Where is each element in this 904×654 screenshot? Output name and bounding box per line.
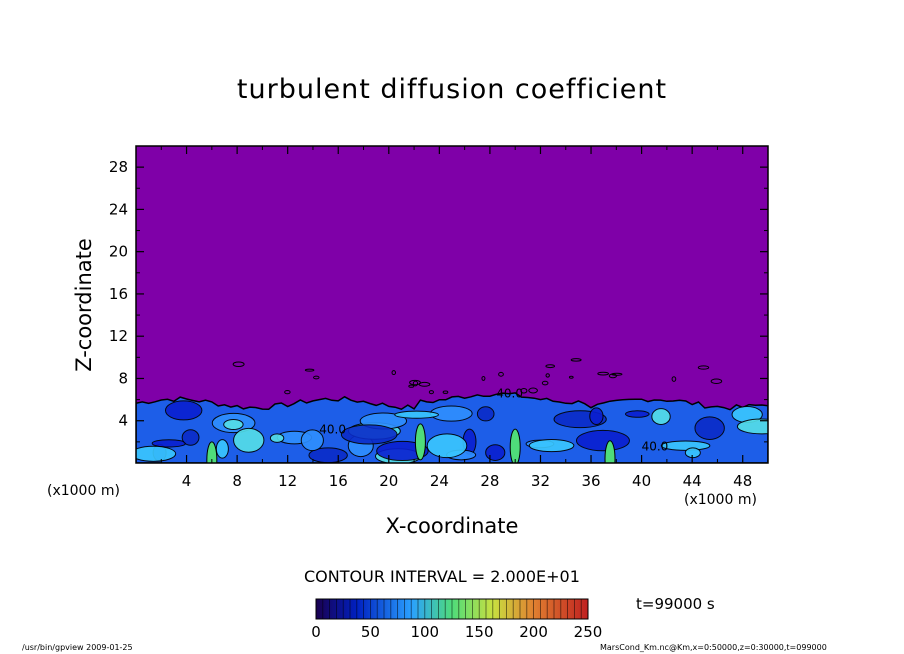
y-tick-label: 12	[109, 327, 128, 345]
colorbar-tick-label: 150	[465, 623, 494, 641]
turbulent-eddy	[136, 445, 177, 462]
isolated-contour	[710, 378, 723, 384]
contour-label: 40.0	[319, 422, 346, 436]
contour-interval-label: CONTOUR INTERVAL = 2.000E+01	[304, 567, 580, 586]
colorbar-tick-label: 0	[311, 623, 321, 641]
isolated-contour	[545, 373, 550, 378]
x-tick-label: 28	[480, 472, 499, 490]
x-tick-label: 16	[329, 472, 348, 490]
turbulent-eddy	[528, 439, 575, 453]
turbulent-eddy	[181, 429, 200, 446]
y-tick-label: 8	[118, 369, 128, 387]
x-tick-label: 32	[531, 472, 550, 490]
isolated-contour	[697, 365, 710, 370]
contour-label: 40.0	[496, 386, 523, 400]
colorbar-tick-label: 250	[574, 623, 603, 641]
turbulent-eddy	[575, 429, 630, 452]
turbulent-eddy	[426, 433, 468, 459]
high-value-patch	[206, 441, 218, 463]
isolated-contour	[408, 384, 415, 388]
turbulent-eddy	[684, 447, 701, 459]
turbulent-eddy	[485, 444, 506, 461]
x-axis-label: X-coordinate	[385, 514, 519, 538]
turbulent-eddy	[215, 439, 229, 459]
isolated-contour	[520, 388, 528, 394]
turbulent-eddy	[269, 433, 285, 443]
turbulent-eddy	[300, 429, 324, 452]
isolated-contour	[442, 390, 449, 394]
isolated-contour	[428, 390, 434, 395]
x-tick-label: 24	[430, 472, 449, 490]
x-tick-label: 12	[278, 472, 297, 490]
isolated-contour	[541, 380, 549, 386]
turbulent-eddy	[164, 400, 203, 421]
isolated-contour	[481, 375, 486, 381]
high-value-patch	[509, 428, 521, 463]
turbulent-eddy	[589, 407, 604, 426]
isolated-contour	[671, 376, 677, 382]
isolated-contour	[611, 372, 623, 376]
isolated-contour	[528, 387, 538, 394]
isolated-contour	[498, 371, 504, 377]
chart-title: turbulent diffusion coefficient	[236, 74, 668, 105]
high-value-patch	[604, 440, 616, 463]
colorbar-tick-label: 100	[410, 623, 439, 641]
x-tick-label: 40	[632, 472, 651, 490]
turbulent-eddy	[651, 408, 671, 426]
isolated-contour	[313, 375, 320, 380]
isolated-contour	[304, 368, 315, 372]
isolated-contour	[391, 370, 397, 376]
turbulent-eddy	[736, 418, 768, 435]
x-axis-unit-right: (x1000 m)	[684, 492, 757, 508]
turbulent-layer: 40.0 40.0 40.0	[136, 358, 768, 463]
colorbar-tick-label: 50	[361, 623, 380, 641]
x-tick-label: 4	[182, 472, 192, 490]
turbulent-eddy	[476, 406, 495, 422]
y-tick-label: 28	[109, 158, 128, 176]
isolated-contour	[568, 375, 574, 379]
time-label: t=99000 s	[636, 595, 715, 613]
x-tick-label: 48	[733, 472, 752, 490]
x-tick-label: 20	[379, 472, 398, 490]
turbulent-eddy	[694, 416, 725, 440]
y-tick-label: 4	[118, 412, 128, 430]
isolated-contour	[418, 381, 431, 387]
contour-label: 40.0	[642, 439, 669, 453]
turbulent-eddy	[624, 410, 650, 418]
footer-program-date: /usr/bin/gpview 2009-01-25	[22, 643, 133, 652]
isolated-contour	[284, 389, 291, 395]
isolated-contour	[545, 364, 556, 369]
isolated-contour	[412, 380, 419, 387]
x-tick-label: 36	[581, 472, 600, 490]
x-axis-unit-left: (x1000 m)	[47, 483, 120, 499]
turbulent-eddy	[340, 424, 398, 445]
isolated-contour	[232, 361, 245, 368]
high-value-patch	[414, 423, 426, 461]
turbulent-eddy	[223, 418, 244, 430]
isolated-contour	[597, 371, 610, 376]
x-tick-label: 8	[232, 472, 242, 490]
turbulent-eddy	[394, 410, 439, 419]
y-tick-label: 16	[109, 285, 128, 303]
colorbar-tick-label: 200	[519, 623, 548, 641]
y-tick-label: 24	[109, 200, 128, 218]
turbulent-eddy	[660, 440, 711, 451]
y-tick-label: 20	[109, 243, 128, 261]
x-tick-label: 44	[683, 472, 702, 490]
plot-frame	[135, 145, 769, 464]
footer-data-source: MarsCond_Km.nc@Km,x=0:50000,z=0:30000,t=…	[600, 643, 827, 652]
turbulent-eddy	[233, 427, 265, 453]
isolated-contour	[570, 358, 582, 362]
